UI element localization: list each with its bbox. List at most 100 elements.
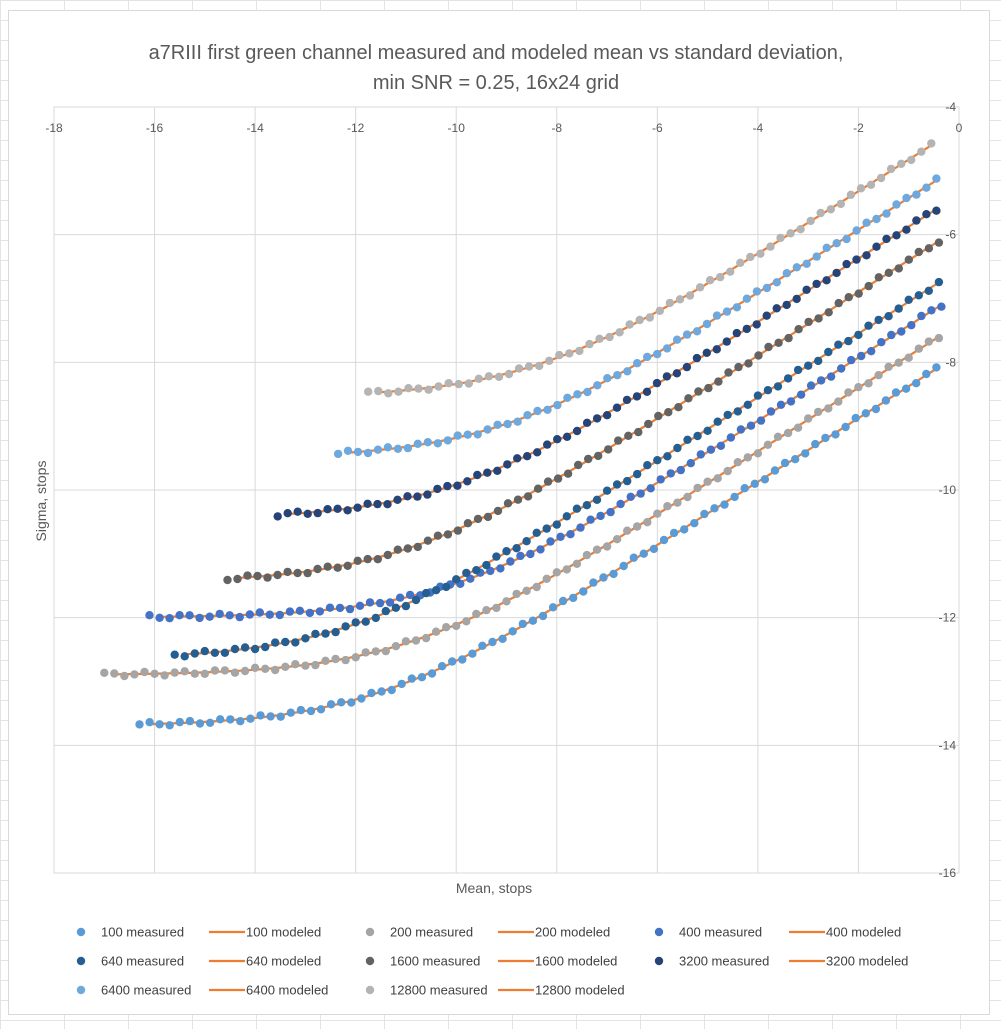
measured-point-1600	[654, 411, 663, 421]
measured-point-1600	[784, 333, 793, 343]
measured-point-6400	[373, 445, 383, 454]
measured-point-400	[696, 450, 705, 459]
measured-point-1600	[513, 495, 523, 504]
measured-point-200	[452, 621, 461, 631]
measured-point-100	[619, 561, 628, 571]
measured-point-400	[877, 338, 886, 347]
measured-point-400	[706, 445, 716, 454]
measured-point-400	[816, 376, 826, 385]
measured-point-200	[914, 344, 923, 353]
measured-point-12800	[374, 386, 383, 396]
measured-point-12800	[394, 387, 403, 396]
measured-point-200	[502, 597, 511, 606]
measured-point-400	[536, 545, 545, 554]
measured-point-400	[826, 372, 836, 381]
measured-point-200	[532, 582, 541, 592]
measured-point-100	[286, 708, 295, 717]
measured-point-200	[522, 586, 531, 595]
measured-point-1600	[373, 555, 382, 564]
measured-point-100	[801, 449, 810, 458]
legend-item-640-modeled: 640 modeled	[209, 954, 321, 969]
measured-point-200	[582, 550, 592, 560]
measured-point-6400	[403, 443, 413, 453]
measured-point-640	[542, 524, 551, 533]
grid-layer	[53, 106, 960, 874]
measured-point-1600	[674, 403, 683, 412]
measured-point-640	[653, 456, 662, 465]
measured-point-400	[345, 604, 355, 614]
measured-point-200	[884, 362, 893, 371]
measured-point-400	[335, 603, 345, 613]
measured-point-1600	[624, 431, 633, 440]
measured-point-100	[871, 404, 881, 414]
measured-point-640	[572, 504, 582, 513]
measured-point-1600	[694, 387, 703, 396]
measured-point-12800	[866, 180, 876, 189]
measured-point-12800	[726, 267, 735, 276]
measured-point-200	[331, 654, 340, 664]
measured-point-1600	[834, 298, 843, 308]
measured-point-100	[316, 705, 326, 714]
measured-point-1600	[383, 550, 392, 560]
measured-point-3200	[453, 481, 462, 490]
measured-point-1600	[804, 317, 813, 327]
measured-point-200	[462, 617, 471, 626]
x-tick-label: -18	[45, 121, 63, 135]
measured-point-400	[887, 330, 896, 340]
measured-point-12800	[756, 249, 765, 258]
measured-point-3200	[772, 304, 781, 313]
measured-point-400	[917, 311, 926, 321]
measured-point-400	[716, 441, 726, 450]
measured-point-100	[861, 409, 870, 418]
measured-point-12800	[484, 372, 494, 381]
measured-point-200	[834, 397, 843, 406]
measured-point-1600	[704, 383, 713, 393]
measured-point-6400	[433, 439, 442, 448]
measured-point-100	[791, 455, 800, 464]
measured-point-3200	[762, 311, 771, 320]
measured-point-640	[452, 575, 461, 584]
measured-point-3200	[702, 348, 711, 357]
measured-point-100	[165, 721, 174, 730]
measured-point-100	[821, 433, 830, 443]
legend-item-100-measured: 100 measured	[76, 925, 184, 940]
measured-point-200	[924, 337, 933, 346]
measured-point-640	[230, 644, 240, 654]
measured-point-1600	[413, 542, 422, 552]
measured-point-200	[472, 609, 481, 619]
measured-point-640	[763, 386, 773, 395]
measured-point-400	[837, 364, 846, 373]
measured-point-1600	[353, 556, 362, 565]
x-tick-label: -8	[551, 121, 562, 135]
measured-point-1600	[844, 293, 853, 302]
measured-point-3200	[832, 268, 841, 278]
measured-point-640	[783, 374, 793, 383]
measured-point-3200	[852, 255, 861, 264]
measured-point-6400	[643, 352, 652, 362]
measured-point-6400	[533, 406, 542, 416]
measured-point-6400	[393, 444, 403, 453]
measured-point-400	[626, 492, 635, 501]
measured-point-6400	[892, 200, 901, 209]
measured-point-3200	[722, 337, 731, 346]
measured-point-200	[431, 627, 441, 636]
measured-point-200	[391, 642, 401, 651]
measured-point-1600	[473, 514, 483, 524]
measured-point-12800	[615, 328, 624, 337]
measured-point-200	[572, 559, 582, 568]
measured-point-200	[864, 379, 873, 388]
measured-point-6400	[912, 190, 921, 199]
measured-point-100	[780, 458, 790, 468]
measured-point-640	[532, 528, 541, 537]
measured-point-6400	[653, 349, 662, 359]
measured-point-100	[427, 669, 437, 678]
measured-point-200	[421, 633, 431, 643]
measured-point-100	[367, 688, 376, 698]
measured-point-12800	[897, 159, 906, 168]
x-tick-label: -14	[246, 121, 264, 135]
measured-point-3200	[493, 466, 502, 475]
measured-point-200	[904, 353, 913, 362]
measured-point-12800	[816, 208, 825, 218]
measured-point-100	[195, 719, 205, 728]
measured-point-100	[407, 674, 416, 683]
